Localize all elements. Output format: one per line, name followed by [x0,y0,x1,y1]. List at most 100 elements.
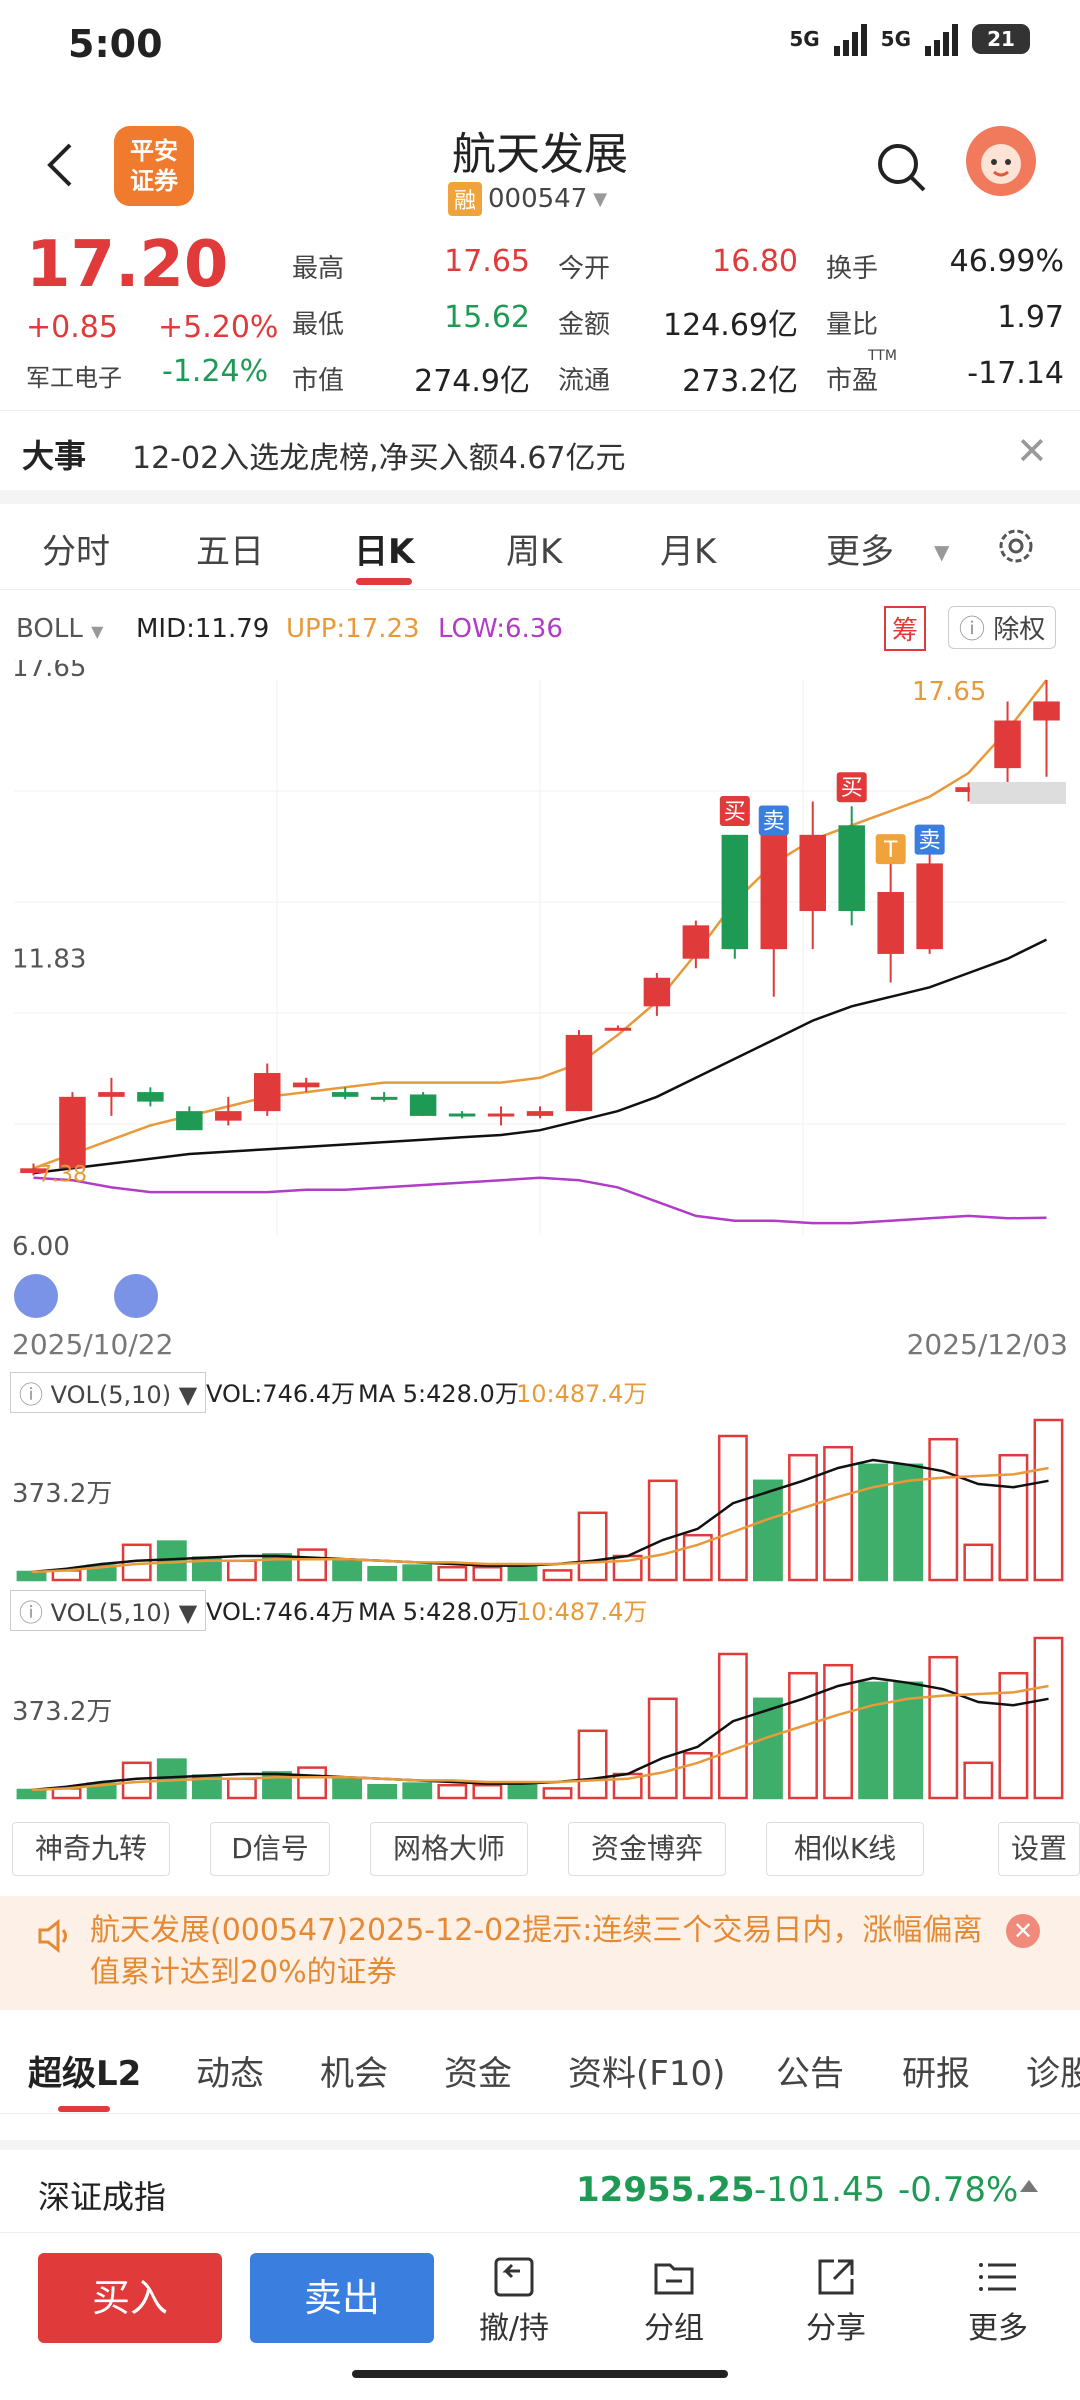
more-button[interactable]: 更多 [938,2255,1058,2347]
y-axis-label: 11.83 [12,944,86,974]
gear-icon[interactable] [994,524,1038,568]
quote-value: 1.97 [997,300,1064,335]
buy-button[interactable]: 买入 [38,2253,222,2343]
tab-announcement[interactable]: 公告 [776,2054,844,2094]
trade-marker [758,805,789,836]
chevron-down-icon: ▼ [934,540,950,564]
indicator-grid-master[interactable]: 网格大师 [370,1822,528,1876]
volume-bar [332,1559,363,1582]
chip-badge[interactable]: 筹 [884,606,927,651]
tab-weekly-k[interactable]: 周K [506,532,563,572]
indicator-settings[interactable]: 设置 [998,1822,1080,1876]
close-icon[interactable]: ✕ [1016,429,1048,473]
tab-dynamics[interactable]: 动态 [196,2054,264,2094]
tab-underline [58,2106,110,2112]
index-percent: -0.78% [898,2170,1019,2210]
volume-bar [507,1782,538,1800]
tab-more[interactable]: 更多 [826,532,894,572]
indicator-selector[interactable]: BOLL ▼ [16,614,104,644]
sub-tabs: 超级L2 动态 机会 资金 资料(F10) 公告 研报 诊股 [0,2030,1080,2114]
indicator-row: 神奇九转 D信号 网格大师 资金博弈 相似K线 设置 [0,1822,1080,1878]
boll-lower-line [33,1176,1047,1225]
tab-diagnosis[interactable]: 诊股 [1026,2054,1080,2094]
news-bar[interactable]: 大事 12-02入选龙虎榜,净买入额4.67亿元 ✕ [0,410,1080,490]
sector-name[interactable]: 军工电子 [26,364,122,392]
volume-chart-1[interactable]: 373.2万 [0,1410,1080,1585]
avatar[interactable] [966,126,1036,196]
ex-rights-button[interactable]: ⓘ 除权 [948,606,1057,649]
chevron-up-icon[interactable] [1020,2180,1038,2192]
indicator-d-signal[interactable]: D信号 [210,1822,330,1876]
trade-marker-label: 买 [841,776,863,801]
group-button[interactable]: 分组 [614,2255,734,2347]
stock-name: 航天发展 [452,129,628,180]
alert-banner[interactable]: 航天发展(000547)2025-12-02提示:连续三个交易日内，涨幅偏离值累… [0,1896,1080,2010]
tab-capital[interactable]: 资金 [444,2054,512,2094]
candle-body [760,834,788,950]
tab-five-day[interactable]: 五日 [196,532,264,572]
candle-body [604,1027,632,1031]
boll-mid-line [33,938,1048,1175]
quote-label: 最高 [292,254,345,284]
volume-selector[interactable]: ⓘ VOL(5,10) ▼ [10,1590,207,1631]
y-axis-label: 17.65 [12,660,86,683]
share-button[interactable]: 分享 [776,2255,896,2347]
back-icon[interactable] [40,140,80,190]
info-icon: ⓘ [959,615,994,645]
volume-bar [647,1697,678,1800]
trade-marker-label: 卖 [919,829,941,854]
quote-value: 15.62 [444,300,530,335]
change-percent: +5.20% [158,310,279,345]
candle-body [682,925,710,959]
candle-body [838,825,865,912]
tab-f10[interactable]: 资料(F10) [568,2054,726,2094]
trade-marker [719,796,750,827]
volume-chart-2[interactable]: 373.2万 [0,1628,1080,1803]
volume-selector[interactable]: ⓘ VOL(5,10) ▼ [10,1372,207,1413]
volume-bar [437,1783,468,1800]
indicator-capital-game[interactable]: 资金博弈 [568,1822,726,1876]
indicator-similar-k[interactable]: 相似K线 [766,1822,924,1876]
cancel-hold-button[interactable]: 撤/持 [454,2255,574,2347]
boll-low: LOW:6.36 [438,614,563,644]
candle-body [916,863,943,950]
boll-mid: MID:11.79 [136,614,270,644]
candle-body [526,1111,554,1116]
candle-body [137,1092,164,1102]
candle-body [565,1034,593,1112]
tab-opportunity[interactable]: 机会 [320,2054,388,2094]
volume-bar [437,1565,468,1582]
sell-button[interactable]: 卖出 [250,2253,434,2343]
status-time: 5:00 [68,22,163,66]
quote-value: 16.80 [712,244,798,279]
info-icon: ⓘ [19,1599,51,1627]
volume-bar [367,1783,398,1800]
search-icon[interactable] [874,140,928,194]
low-price-label: 7.38 [38,1162,87,1187]
tab-daily-k[interactable]: 日K [354,532,415,572]
candle-body [799,834,826,912]
volume-value: VOL:746.4万 [206,1380,356,1408]
tab-monthly-k[interactable]: 月K [660,532,717,572]
quote-value: 17.65 [444,244,530,279]
volume-bar [577,1729,608,1800]
index-bar[interactable]: 深证成指 12955.25 -101.45 -0.78% [0,2140,1080,2230]
trade-marker-label: T [883,838,898,863]
candle-body [643,977,671,1007]
volume-bar [1033,1418,1064,1582]
tab-intraday[interactable]: 分时 [42,532,110,572]
candle-body [877,891,904,954]
stock-header: 平安 证券 航天发展 融 000547 ▼ [0,110,1080,220]
volume-bar [16,1570,47,1582]
period-tabs: 分时 五日 日K 周K 月K 更多 ▼ [0,504,1080,590]
cancel-hold-label: 撤/持 [478,2311,550,2346]
stock-code: 000547 [488,184,588,214]
indicator-nine-turn[interactable]: 神奇九转 [12,1822,170,1876]
tab-super-l2[interactable]: 超级L2 [28,2054,142,2094]
tab-research[interactable]: 研报 [902,2054,970,2094]
battery-icon: 21 [972,24,1030,54]
quote-label: 今开 [558,254,611,284]
stock-code-row[interactable]: 融 000547 ▼ [448,182,607,216]
close-icon[interactable]: ✕ [1006,1914,1040,1948]
